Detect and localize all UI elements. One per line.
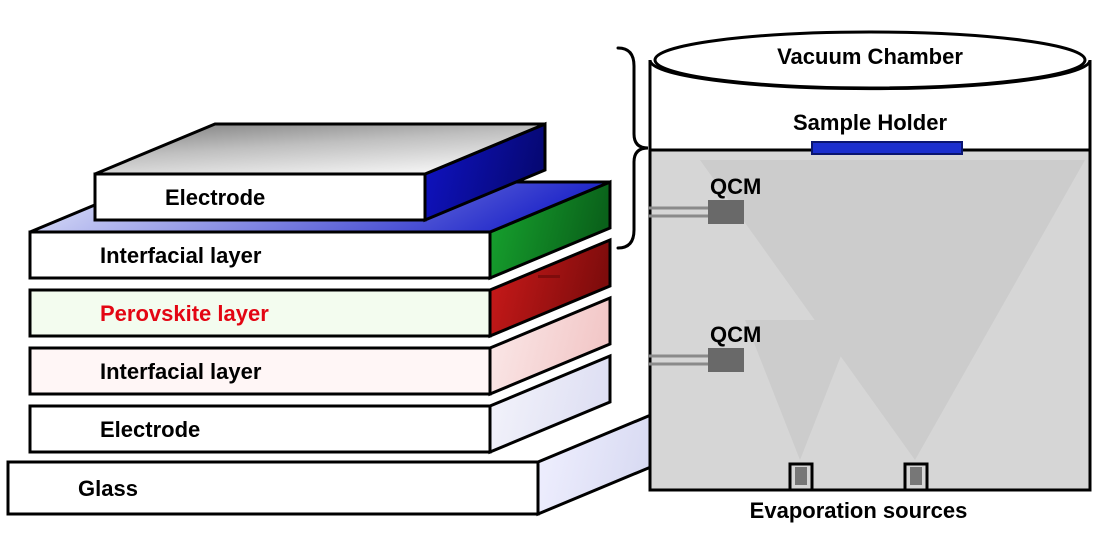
evap-source-inner-0 bbox=[795, 467, 807, 485]
evaporation-sources-label: Evaporation sources bbox=[750, 498, 968, 523]
layer-label-interfacial1: Interfacial layer bbox=[100, 243, 262, 268]
vacuum-chamber-label: Vacuum Chamber bbox=[777, 44, 963, 69]
layer-label-electrode1: Electrode bbox=[165, 185, 265, 210]
layer-label-electrode2: Electrode bbox=[100, 417, 200, 442]
bracket-path bbox=[618, 48, 648, 248]
layer-side-glass bbox=[538, 412, 658, 514]
layer-stack: Glass Electrode Interfacial layer Perovskit… bbox=[8, 124, 658, 514]
qcm-sensor-0 bbox=[708, 200, 744, 224]
evap-source-inner-1 bbox=[910, 467, 922, 485]
layer-front-electrode2 bbox=[30, 406, 490, 452]
sample-holder-label: Sample Holder bbox=[793, 110, 947, 135]
bracket bbox=[618, 48, 648, 248]
qcm-label-1: QCM bbox=[710, 322, 761, 347]
vacuum-chamber: QCM QCM Vacuum Chamber Sample Holder Evapora… bbox=[648, 32, 1090, 523]
qcm-sensor-1 bbox=[708, 348, 744, 372]
qcm-label-0: QCM bbox=[710, 174, 761, 199]
sample-bar bbox=[812, 142, 962, 154]
layer-label-glass: Glass bbox=[78, 476, 138, 501]
diagram-root: Glass Electrode Interfacial layer Perovskit… bbox=[0, 0, 1120, 532]
layer-label-interfacial2: Interfacial layer bbox=[100, 359, 262, 384]
layer-label-perovskite: Perovskite layer bbox=[100, 301, 269, 326]
